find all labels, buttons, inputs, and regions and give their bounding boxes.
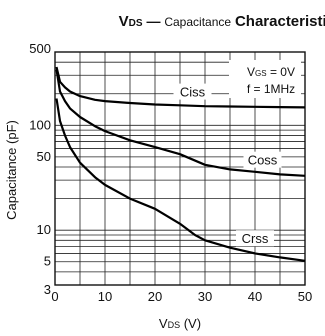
chart-title: VDS — Capacitance Characteristics <box>119 13 325 30</box>
x-tick-label: 30 <box>198 289 212 304</box>
y-tick-label: 100 <box>29 117 51 132</box>
svg-text:Crss: Crss <box>242 231 269 246</box>
x-tick-label: 40 <box>248 289 262 304</box>
series-labels: Ciss Coss Crss <box>173 83 282 247</box>
series-lines <box>55 66 306 262</box>
series-label-coss: Coss <box>243 151 282 168</box>
x-tick-label: 50 <box>298 289 312 304</box>
x-tick-label: 20 <box>148 289 162 304</box>
svg-text:Coss: Coss <box>248 153 278 168</box>
vgs-condition: VGS = 0V <box>247 65 295 79</box>
y-tick-label: 10 <box>37 222 51 237</box>
series-line-ciss <box>55 66 306 109</box>
y-tick-labels: 3 5 10 50 100 500 <box>29 41 51 297</box>
x-tick-labels: 0 10 20 30 40 50 <box>51 289 312 304</box>
conditions-annotation: VGS = 0V f = 1MHz <box>229 60 301 98</box>
y-tick-label: 500 <box>29 41 51 56</box>
plot-frame <box>54 51 306 286</box>
y-tick-label: 3 <box>44 282 51 297</box>
series-line-coss <box>55 69 306 177</box>
x-tick-label: 0 <box>51 289 58 304</box>
y-axis-label: Capacitance (pF) <box>4 120 19 220</box>
series-line-crss <box>55 98 306 262</box>
x-axis-label: VDS (V) <box>159 316 201 331</box>
series-label-ciss: Ciss <box>173 83 212 100</box>
y-tick-label: 50 <box>37 149 51 164</box>
y-tick-label: 5 <box>44 254 51 269</box>
svg-text:Ciss: Ciss <box>180 85 206 100</box>
series-label-crss: Crss <box>236 230 274 247</box>
x-tick-label: 10 <box>98 289 112 304</box>
freq-condition: f = 1MHz <box>247 82 295 96</box>
